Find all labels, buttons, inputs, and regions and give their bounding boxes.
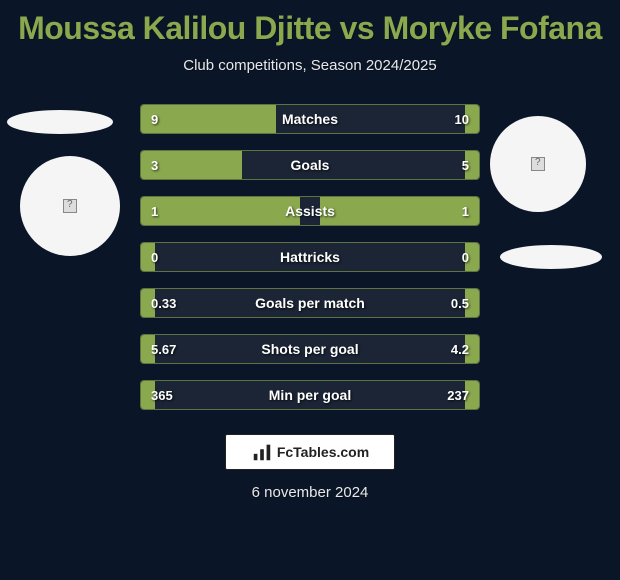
brand-badge[interactable]: FcTables.com <box>225 434 395 470</box>
stat-row: 35Goals <box>140 150 480 180</box>
brand-text: FcTables.com <box>277 444 369 460</box>
stat-label: Hattricks <box>141 243 479 271</box>
page-subtitle: Club competitions, Season 2024/2025 <box>0 57 620 74</box>
player-right-shadow <box>500 245 602 269</box>
image-placeholder-icon <box>63 199 77 213</box>
stat-label: Matches <box>141 105 479 133</box>
stat-row: 11Assists <box>140 196 480 226</box>
bars-icon <box>251 441 273 463</box>
stat-label: Goals per match <box>141 289 479 317</box>
stat-label: Shots per goal <box>141 335 479 363</box>
player-right-avatar <box>490 116 586 212</box>
player-left-avatar <box>20 156 120 256</box>
stat-label: Min per goal <box>141 381 479 409</box>
comparison-arena: 910Matches 35Goals 11Assists 00Hattricks 0.3… <box>0 104 620 424</box>
stat-row: 5.674.2Shots per goal <box>140 334 480 364</box>
stat-row: 365237Min per goal <box>140 380 480 410</box>
page-title: Moussa Kalilou Djitte vs Moryke Fofana <box>0 0 620 47</box>
stat-row: 0.330.5Goals per match <box>140 288 480 318</box>
stat-row: 910Matches <box>140 104 480 134</box>
stat-label: Goals <box>141 151 479 179</box>
stat-bars: 910Matches 35Goals 11Assists 00Hattricks 0.3… <box>140 104 480 426</box>
player-left-shadow <box>7 110 113 134</box>
footer-date: 6 november 2024 <box>0 484 620 501</box>
stat-label: Assists <box>141 197 479 225</box>
stat-row: 00Hattricks <box>140 242 480 272</box>
image-placeholder-icon <box>531 157 545 171</box>
